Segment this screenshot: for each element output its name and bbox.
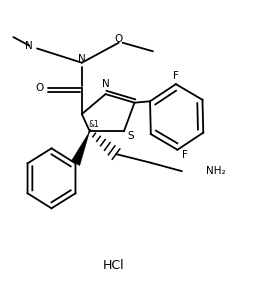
Text: S: S: [127, 130, 134, 141]
Text: N: N: [25, 40, 33, 51]
Text: O: O: [115, 34, 123, 44]
Text: NH₂: NH₂: [206, 166, 225, 176]
Text: HCl: HCl: [102, 259, 124, 272]
Text: O: O: [36, 84, 44, 93]
Text: F: F: [182, 150, 188, 160]
Text: N: N: [102, 79, 109, 89]
Polygon shape: [71, 131, 90, 166]
Text: F: F: [173, 71, 179, 81]
Text: &1: &1: [88, 120, 99, 129]
Text: N: N: [78, 54, 86, 64]
